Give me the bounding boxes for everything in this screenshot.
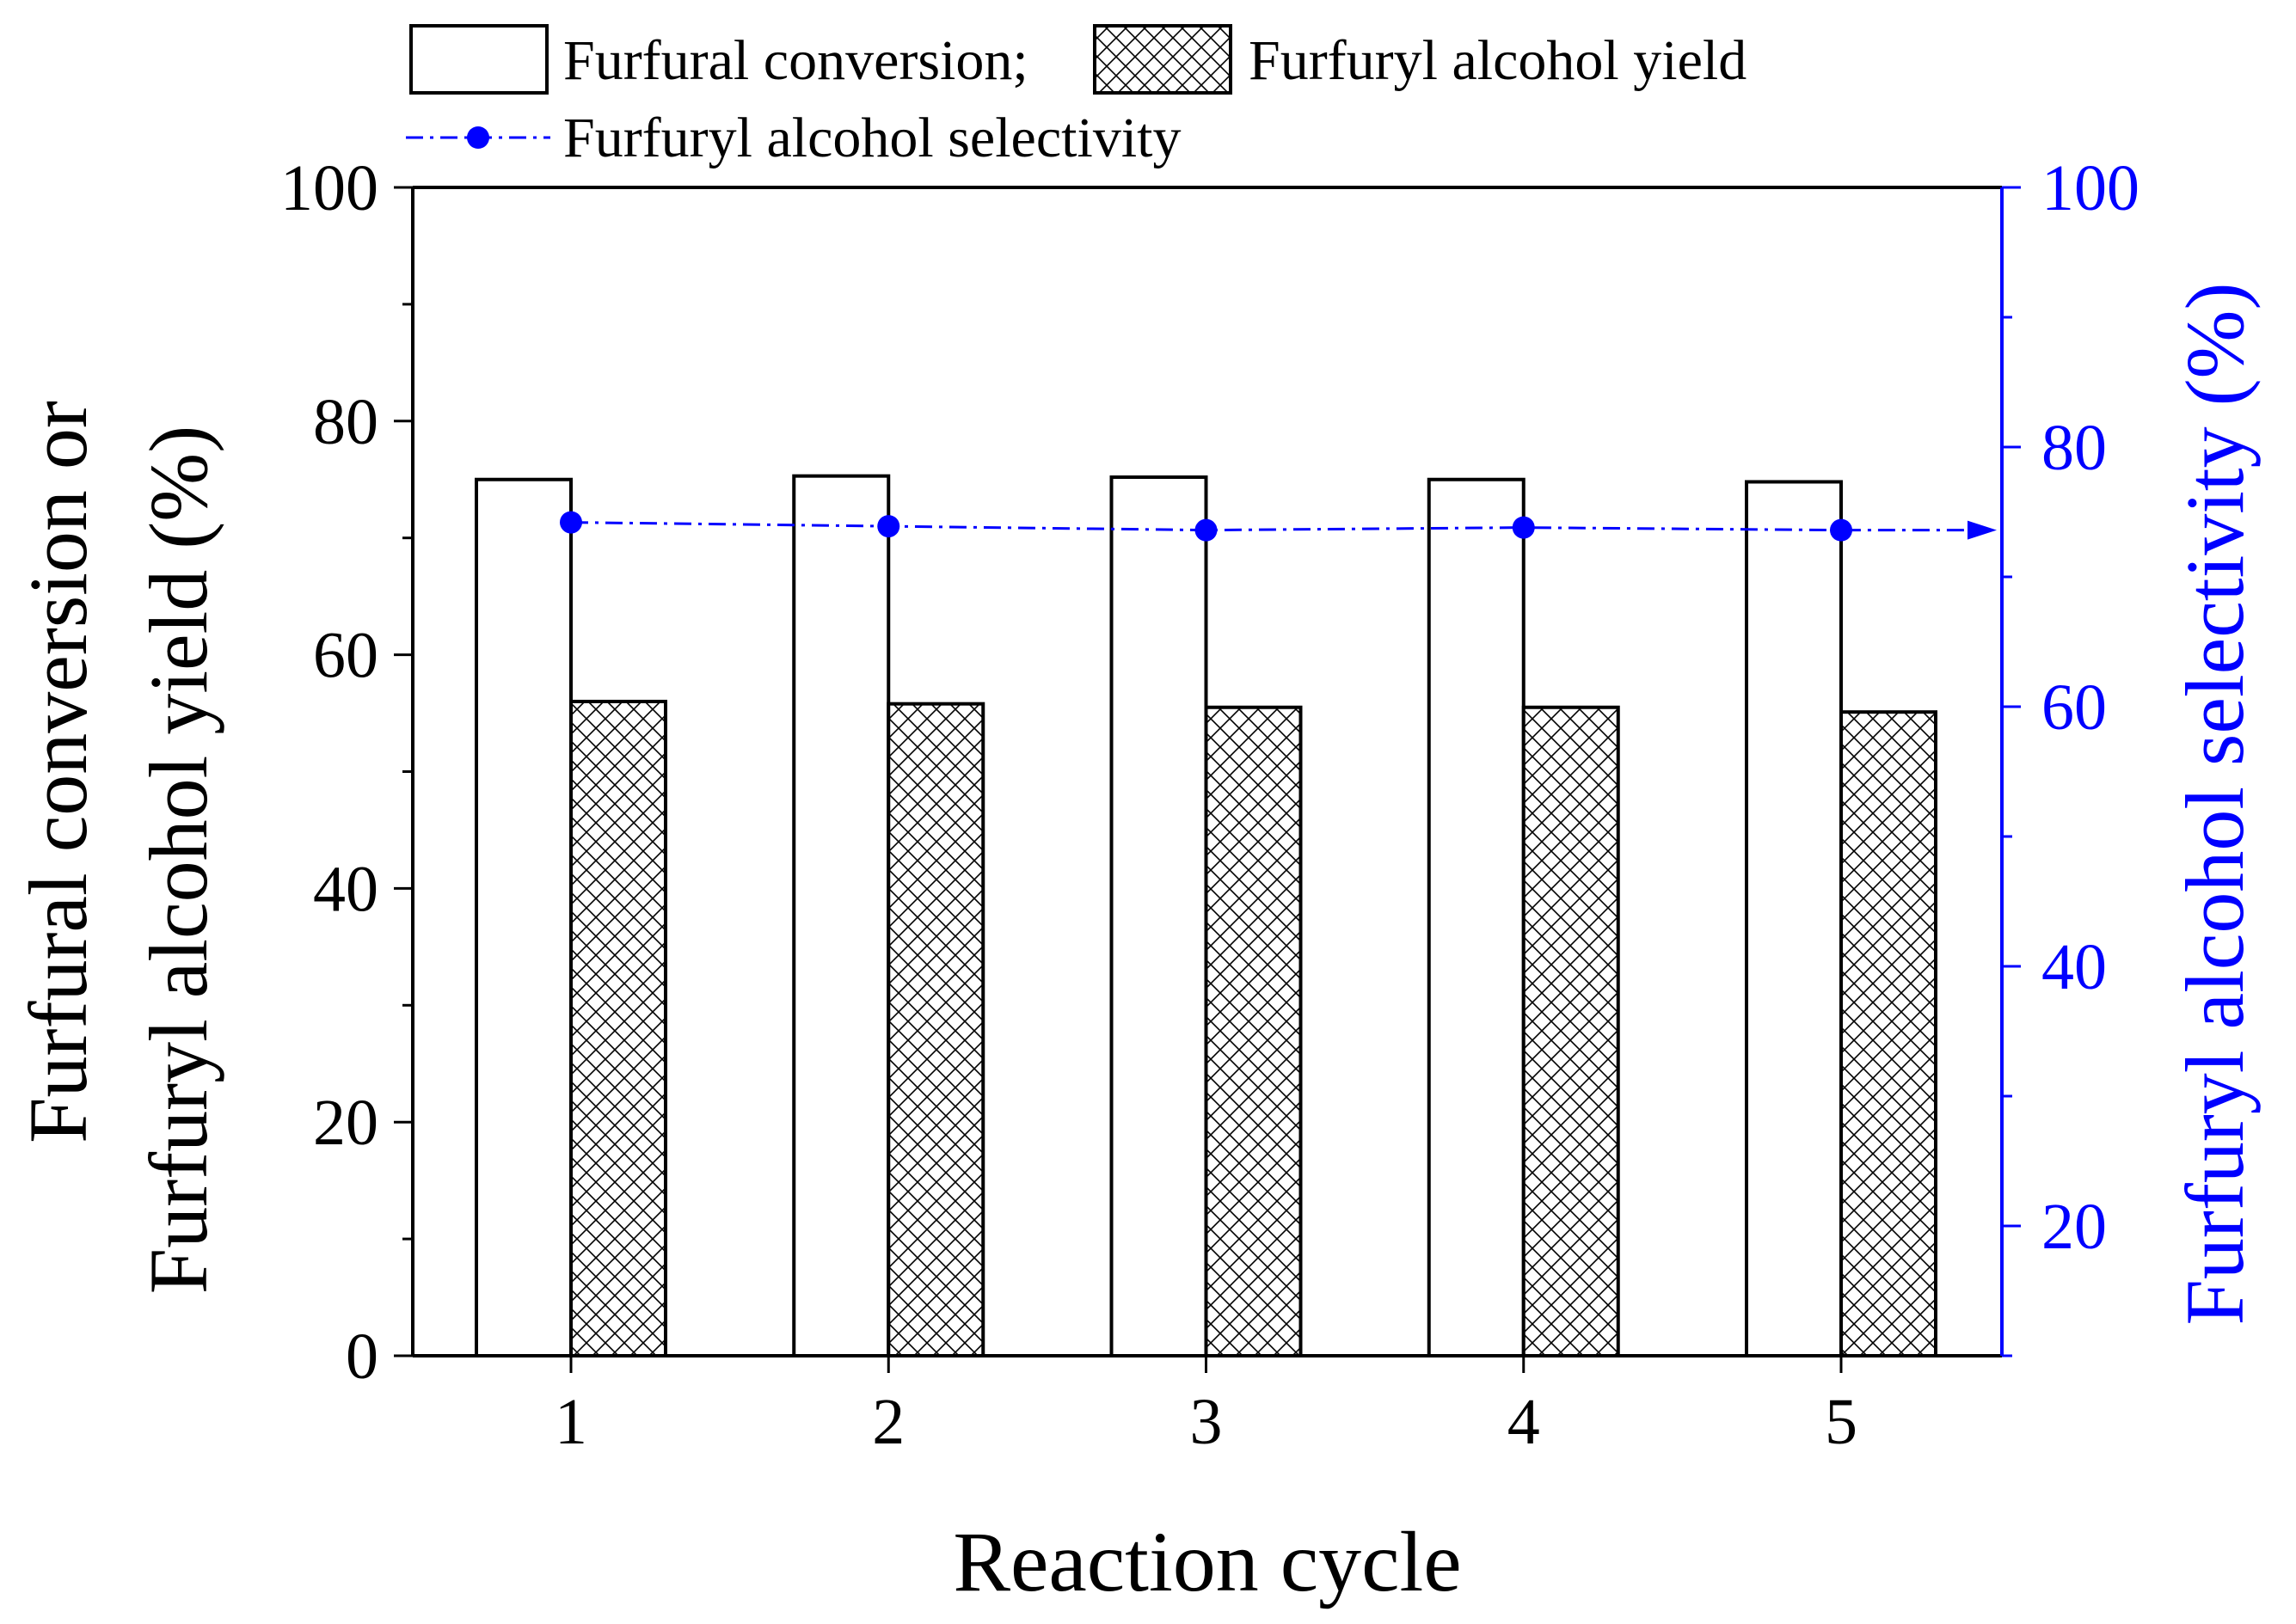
left-tick-label: 0 (346, 1321, 378, 1393)
x-tick-label: 2 (872, 1386, 905, 1458)
left-axis-ticks: 0 20 40 60 80 100 (280, 152, 413, 1393)
left-tick-label: 40 (313, 853, 378, 925)
bar-conversion-cycle-4 (1427, 477, 1526, 1357)
selectivity-point-cycle-1 (560, 511, 582, 534)
selectivity-point-cycle-4 (1512, 516, 1535, 539)
legend-swatch-selectivity-marker (467, 126, 489, 149)
bar-yield-cycle-3 (1204, 705, 1303, 1357)
right-axis-title: Furfuryl alcohol selectivity (%) (2169, 283, 2261, 1326)
bar-yield-cycle-4 (1521, 705, 1620, 1357)
left-axis-title-line2: Furfuryl alcohol yield (%) (132, 426, 224, 1294)
bar-yield-cycle-1 (569, 699, 667, 1357)
right-axis-ticks: 20 40 60 80 100 (2002, 152, 2139, 1357)
selectivity-point-cycle-3 (1194, 518, 1218, 542)
bar-conversion-cycle-3 (1109, 475, 1208, 1357)
legend-swatch-conversion (409, 24, 549, 95)
right-tick-label: 80 (2041, 412, 2107, 484)
bar-yield-cycle-5 (1839, 710, 1937, 1357)
right-tick-label: 60 (2041, 671, 2107, 744)
x-axis-ticks: 1 2 3 4 5 (555, 1356, 1857, 1458)
selectivity-line-layer (560, 511, 1997, 542)
x-tick-label: 5 (1825, 1386, 1857, 1458)
x-axis-title: Reaction cycle (953, 1514, 1461, 1609)
legend-label-yield: Furfuryl alcohol yield (1249, 29, 1747, 92)
left-axis-title-line1: Furfural conversion or (12, 401, 104, 1143)
selectivity-point-cycle-2 (877, 515, 900, 538)
left-tick-label: 80 (313, 386, 378, 458)
bar-conversion-cycle-1 (475, 477, 573, 1357)
x-tick-label: 1 (555, 1386, 587, 1458)
legend: Furfural conversion; Furfuryl alcohol yi… (406, 24, 1747, 169)
legend-label-selectivity: Furfuryl alcohol selectivity (563, 107, 1182, 169)
selectivity-axis-arrow (1968, 520, 1997, 540)
right-tick-label: 20 (2041, 1191, 2107, 1263)
x-tick-label: 4 (1507, 1386, 1540, 1458)
x-tick-label: 3 (1190, 1386, 1223, 1458)
right-tick-label: 40 (2041, 931, 2107, 1003)
selectivity-point-cycle-5 (1830, 518, 1852, 542)
right-tick-label: 100 (2041, 152, 2139, 224)
left-tick-label: 20 (313, 1087, 378, 1159)
legend-swatch-yield (1093, 24, 1232, 95)
legend-label-conversion: Furfural conversion; (563, 29, 1028, 92)
bars-layer (475, 474, 1937, 1357)
left-tick-label: 100 (280, 152, 378, 224)
bar-yield-cycle-2 (887, 702, 985, 1357)
bar-conversion-cycle-5 (1745, 480, 1843, 1357)
bar-conversion-cycle-2 (792, 474, 891, 1357)
left-tick-label: 60 (313, 620, 378, 692)
selectivity-series-line (570, 521, 1983, 532)
